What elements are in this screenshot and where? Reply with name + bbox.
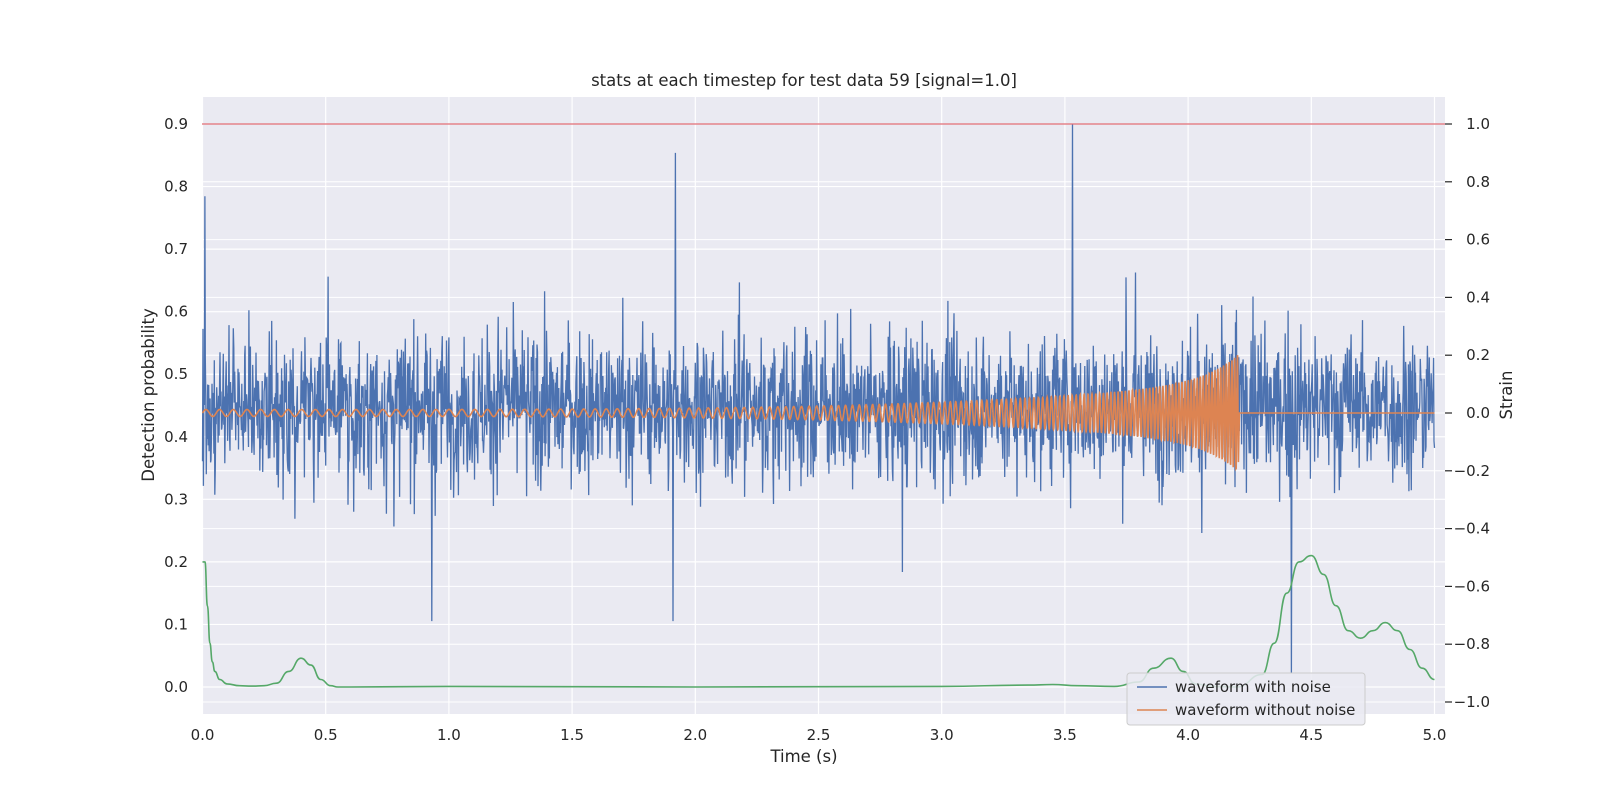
x-axis-label: Time (s)	[769, 747, 837, 766]
y-tick-label-left: 0.7	[164, 240, 188, 258]
series-waveform-without-noise	[201, 354, 1435, 472]
y-axis-label-right: Strain	[1497, 371, 1516, 420]
x-tick-label: 0.0	[191, 726, 215, 744]
y-tick-label-left: 0.2	[164, 553, 188, 571]
y-tick-label-left: 0.5	[164, 365, 188, 383]
y-tick-label-right: −0.8	[1454, 635, 1490, 653]
x-tick-label: 5.0	[1423, 726, 1447, 744]
plot-area	[201, 97, 1445, 714]
x-tick-label: 4.5	[1299, 726, 1323, 744]
chart-title: stats at each timestep for test data 59 …	[591, 71, 1017, 90]
legend: waveform with noise waveform without noi…	[1126, 672, 1366, 726]
y-tick-label-left: 0.0	[164, 678, 188, 696]
y-tick-label-left: 0.3	[164, 490, 188, 508]
legend-box	[1126, 672, 1366, 726]
y-tick-label-left: 0.9	[164, 115, 188, 133]
ticks: 0.0 0.5 1.0 1.5 2.0 2.5 3.0 3.5 4.0 4.5 5.0 0.0 0.1 0…	[164, 115, 1490, 744]
y-tick-label-left: 0.6	[164, 303, 188, 321]
y-tick-label-right: −0.4	[1454, 520, 1490, 538]
y-tick-label-right: 0.2	[1466, 346, 1490, 364]
y-tick-label-right: 0.8	[1466, 173, 1490, 191]
x-tick-label: 1.0	[437, 726, 461, 744]
y-tick-label-right: 1.0	[1466, 115, 1490, 133]
x-tick-label: 0.5	[314, 726, 338, 744]
legend-label-clean: waveform without noise	[1175, 701, 1355, 719]
x-tick-label: 4.0	[1176, 726, 1200, 744]
x-tick-label: 2.0	[683, 726, 707, 744]
y-tick-label-left: 0.8	[164, 178, 188, 196]
y-axis-label-left: Detection probability	[139, 308, 158, 482]
x-tick-label: 2.5	[807, 726, 831, 744]
legend-label-noise: waveform with noise	[1175, 678, 1331, 696]
y-tick-label-left: 0.4	[164, 428, 188, 446]
y-tick-label-right: 0.6	[1466, 231, 1490, 249]
series-detection-probability	[202, 554, 1435, 688]
y-tick-label-right: −0.2	[1454, 462, 1490, 480]
y-tick-label-right: −1.0	[1454, 693, 1490, 711]
y-tick-label-left: 0.1	[164, 615, 188, 633]
x-tick-label: 3.5	[1053, 726, 1077, 744]
y-tick-label-right: 0.4	[1466, 288, 1490, 306]
x-tick-label: 3.0	[930, 726, 954, 744]
y-tick-label-right: −0.6	[1454, 577, 1490, 595]
x-tick-label: 1.5	[560, 726, 584, 744]
y-tick-label-right: 0.0	[1466, 404, 1490, 422]
